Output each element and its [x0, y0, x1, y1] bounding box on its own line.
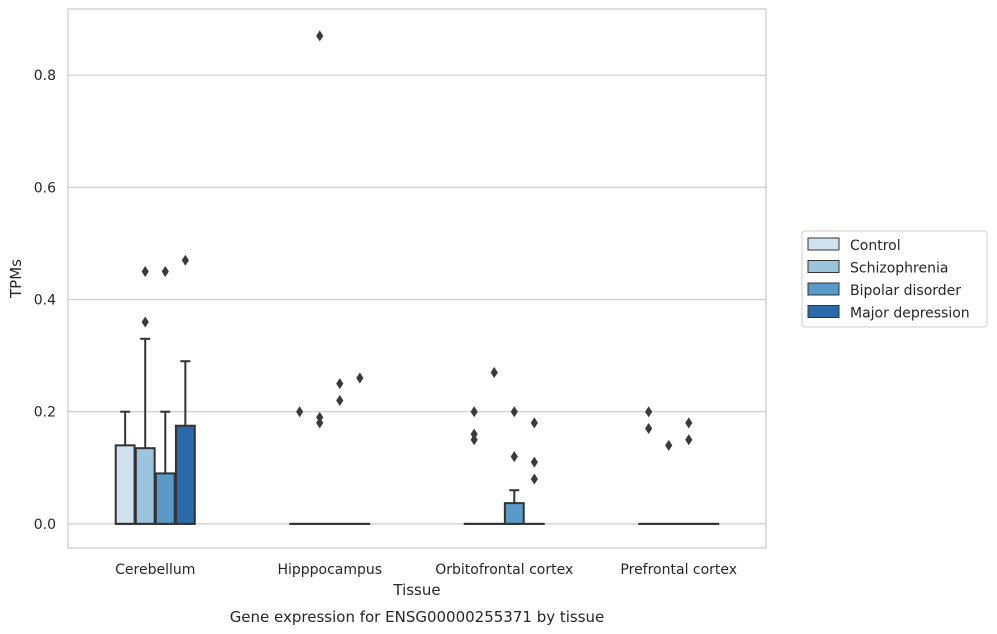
box-major-depression: [174, 254, 196, 525]
legend-swatch: [807, 305, 840, 318]
outlier-point: [665, 439, 673, 451]
x-tick-label: Prefrontal cortex: [620, 562, 737, 578]
outlier-point: [470, 434, 478, 446]
legend-label: Schizophrenia: [850, 261, 948, 277]
legend-frame: [801, 230, 988, 328]
box-control: [114, 410, 136, 525]
box-control: [289, 406, 311, 525]
box-layer: [114, 30, 720, 525]
outlier-point: [356, 372, 364, 384]
x-axis-label: Tissue: [392, 581, 440, 599]
outlier-point: [336, 394, 344, 406]
outlier-point: [645, 423, 653, 435]
box-schizophrenia: [483, 366, 505, 525]
box-schizophrenia: [134, 265, 156, 525]
outlier-point: [530, 473, 538, 485]
y-tick-label: 0.8: [34, 68, 56, 84]
outlier-point: [470, 428, 478, 440]
y-tick-label: 0.0: [34, 517, 56, 533]
box-body: [174, 424, 196, 525]
legend-label: Control: [850, 238, 901, 254]
outlier-point: [685, 434, 693, 446]
outlier-point: [530, 417, 538, 429]
chart-title: Gene expression for ENSG00000255371 by t…: [230, 608, 605, 626]
outlier-point: [316, 30, 324, 42]
box-bipolar-disorder: [503, 406, 525, 525]
outlier-point: [645, 406, 653, 418]
legend-swatch: [807, 260, 840, 273]
outlier-point: [530, 456, 538, 468]
legend-swatch: [807, 282, 840, 296]
box-major-depression: [523, 417, 545, 525]
x-tick-label: Cerebellum: [115, 562, 195, 578]
legend: Control Schizophrenia Bipolar disorder Majo…: [801, 230, 988, 328]
box-bipolar-disorder: [678, 417, 700, 525]
y-tick-label: 0.4: [34, 293, 56, 309]
y-tick-label: 0.2: [34, 405, 56, 421]
legend-label: Major depression: [850, 306, 970, 322]
box-major-depression: [349, 372, 371, 525]
x-tick-label: Hipppocampus: [277, 562, 382, 578]
box-control: [638, 406, 660, 525]
legend-label: Bipolar disorder: [850, 283, 961, 299]
box-bipolar-disorder: [329, 378, 351, 525]
outlier-point: [510, 451, 518, 463]
outlier-point: [685, 417, 693, 429]
box-body: [134, 447, 156, 525]
grid-layer: [68, 74, 766, 525]
tick-layer: 0.0 0.2 0.4 0.6 0.8 Cerebellum Hipppocampus Orb…: [34, 68, 737, 578]
outlier-point: [316, 411, 324, 423]
outlier-point: [490, 366, 498, 378]
legend-swatch: [807, 237, 840, 251]
outlier-point: [141, 265, 149, 277]
box-schizophrenia: [658, 439, 680, 525]
outlier-point: [470, 406, 478, 418]
outlier-point: [510, 406, 518, 418]
outlier-point: [296, 406, 304, 418]
y-tick-label: 0.6: [34, 180, 56, 196]
outlier-point: [181, 254, 189, 266]
outlier-point: [161, 265, 169, 277]
outlier-point: [336, 378, 344, 390]
plot-frame: [67, 8, 767, 549]
box-body: [503, 502, 525, 525]
box-control: [463, 406, 485, 525]
box-body: [154, 472, 176, 525]
outlier-point: [316, 417, 324, 429]
box-schizophrenia: [309, 30, 331, 525]
box-bipolar-disorder: [154, 265, 176, 525]
y-axis-label: TPMs: [7, 259, 25, 299]
x-tick-label: Orbitofrontal cortex: [435, 562, 573, 578]
outlier-point: [141, 316, 149, 328]
box-body: [114, 444, 136, 525]
